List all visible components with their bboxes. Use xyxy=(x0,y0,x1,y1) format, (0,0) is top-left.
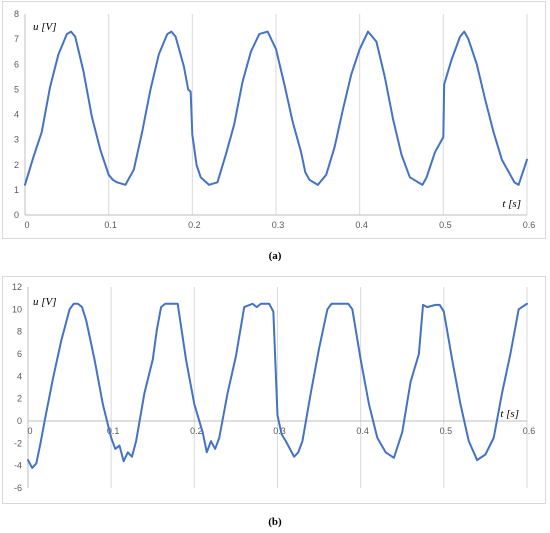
chart-b-x-tick-label: 0.3 xyxy=(273,426,286,436)
chart-a-y-tick-label: 6 xyxy=(14,59,19,69)
chart-a-x-tick-label: 0.1 xyxy=(104,220,117,230)
chart-b-y-tick-label: 8 xyxy=(17,327,22,337)
chart-b-y-tick-label: 12 xyxy=(12,282,22,292)
chart-b-x-tick-label: 0.6 xyxy=(523,426,536,436)
chart-b-y-tick-label: -2 xyxy=(14,438,22,448)
chart-a-y-tick-label: 4 xyxy=(14,110,19,120)
chart-a-y-tick-label: 2 xyxy=(14,160,19,170)
chart-b-x-axis-title: t [s] xyxy=(500,408,519,420)
chart-a-y-tick-label: 3 xyxy=(14,135,19,145)
chart-a-series-line xyxy=(24,30,528,186)
chart-b-x-tick-label: 0.1 xyxy=(107,426,120,436)
chart-a-y-tick-label: 7 xyxy=(14,34,19,44)
chart-panel-b: -6 -4 -2 0 2 4 6 8 10 12 0 0.1 0.2 0.3 0.4 0.5 0.6 u [V] t… xyxy=(2,276,546,504)
chart-a-x-tick-label: 0.5 xyxy=(439,220,452,230)
caption-a: (a) xyxy=(268,250,282,262)
chart-b-series-line xyxy=(27,302,528,469)
chart-b-x-tick-label: 0.4 xyxy=(356,426,369,436)
chart-b-x-tick-label: 0.2 xyxy=(190,426,203,436)
chart-a-x-tick-label: 0.3 xyxy=(272,220,285,230)
chart-a-y-tick-label: 8 xyxy=(14,9,19,19)
chart-a-x-axis-title: t [s] xyxy=(502,198,521,210)
chart-b-y-tick-label: 6 xyxy=(17,349,22,359)
chart-a-y-axis-title: u [V] xyxy=(33,21,57,33)
chart-a-y-tick-label: 1 xyxy=(14,185,19,195)
chart-a-y-tick-label: 5 xyxy=(14,84,19,94)
chart-a-x-tick-label: 0.2 xyxy=(188,220,201,230)
chart-a-x-tick-label: 0.4 xyxy=(355,220,368,230)
chart-b-y-tick-label: 2 xyxy=(17,394,22,404)
chart-b-y-tick-label: 10 xyxy=(12,304,22,314)
chart-a-x-tick-label: 0.6 xyxy=(523,220,536,230)
chart-b-svg: -6 -4 -2 0 2 4 6 8 10 12 0 0.1 0.2 0.3 0.4 0.5 0.6 u [V] t… xyxy=(12,282,536,493)
chart-b-y-tick-label: -6 xyxy=(14,483,22,493)
chart-b-x-tick-label: 0 xyxy=(27,426,32,436)
chart-a-y-tick-label: 0 xyxy=(14,210,19,220)
chart-a-x-tick-label: 0 xyxy=(24,220,29,230)
caption-b: (b) xyxy=(268,516,282,528)
chart-b-x-tick-label: 0.5 xyxy=(440,426,453,436)
chart-panel-a: 0 1 2 3 4 5 6 7 8 0 0.1 0.2 0.3 0.4 0.5 0.6 u [V] t [s] xyxy=(2,1,546,239)
chart-b-y-tick-label: -4 xyxy=(14,461,22,471)
chart-a-svg: 0 1 2 3 4 5 6 7 8 0 0.1 0.2 0.3 0.4 0.5 0.6 u [V] t [s] xyxy=(14,9,536,230)
chart-b-y-tick-label: 0 xyxy=(17,416,22,426)
chart-b-y-tick-label: 4 xyxy=(17,371,22,381)
chart-b-y-axis-title: u [V] xyxy=(33,296,57,308)
